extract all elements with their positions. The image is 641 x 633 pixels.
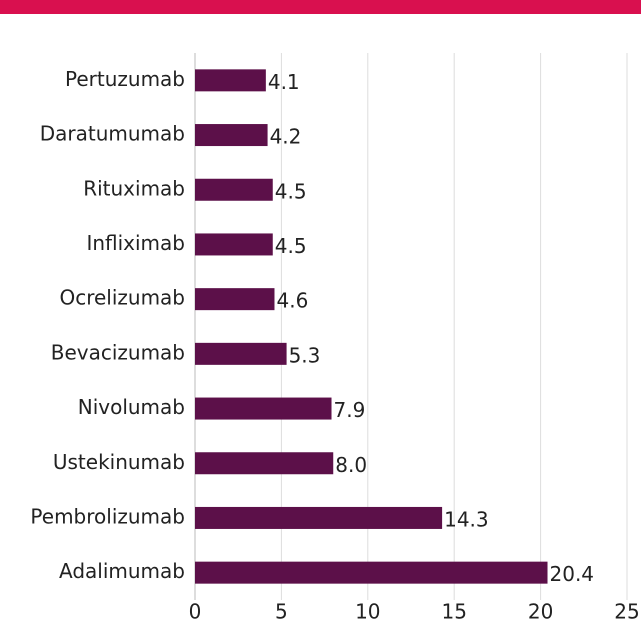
bar [195, 124, 268, 147]
x-tick-label: 5 [275, 600, 288, 624]
y-tick-label: Ustekinumab [53, 450, 185, 474]
y-tick-label: Daratumumab [40, 122, 185, 146]
bar [195, 561, 548, 584]
y-tick-label: Pembrolizumab [30, 504, 185, 528]
bar [195, 178, 273, 201]
bar [195, 288, 275, 311]
x-tick-label: 20 [528, 600, 553, 624]
y-tick-label: Rituximab [83, 176, 185, 200]
y-tick-label: Bevacizumab [51, 340, 185, 364]
x-tick-label: 15 [441, 600, 466, 624]
value-label: 14.3 [444, 507, 489, 531]
y-tick-label: Ocrelizumab [59, 286, 185, 310]
value-label: 4.6 [276, 289, 308, 313]
y-tick-label: Infliximab [86, 231, 185, 255]
value-label: 5.3 [289, 343, 321, 367]
x-tick-label: 25 [614, 600, 639, 624]
y-tick-label: Adalimumab [59, 559, 185, 583]
x-tick-label: 10 [355, 600, 380, 624]
bar [195, 397, 332, 420]
value-label: 4.2 [270, 125, 302, 149]
value-label: 4.5 [275, 179, 307, 203]
y-tick-label: Pertuzumab [65, 67, 185, 91]
value-label: 8.0 [335, 453, 367, 477]
bar [195, 69, 266, 92]
bar [195, 506, 443, 529]
value-label: 4.1 [268, 70, 300, 94]
value-label: 7.9 [334, 398, 366, 422]
bar [195, 233, 273, 256]
x-tick-label: 0 [189, 600, 202, 624]
bar [195, 342, 287, 365]
value-label: 20.4 [550, 562, 595, 586]
value-label: 4.5 [275, 234, 307, 258]
header-band [0, 0, 641, 14]
bar [195, 452, 334, 475]
y-tick-label: Nivolumab [78, 395, 185, 419]
